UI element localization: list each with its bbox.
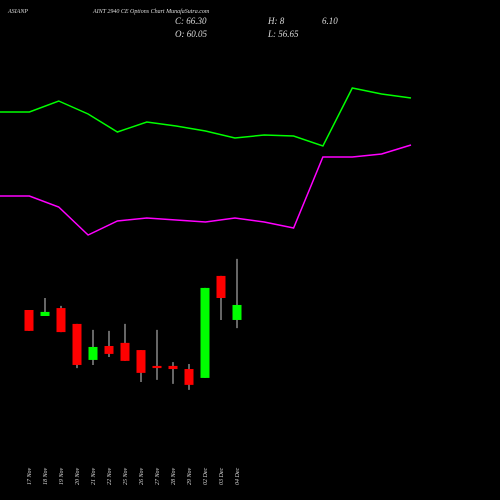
candle-body	[56, 308, 66, 333]
close-label: C: 66.30	[175, 16, 207, 26]
candle-body	[120, 342, 130, 361]
x-tick-label: 02 Dec	[203, 468, 209, 485]
open-label: O: 60.05	[175, 29, 207, 39]
candle-body	[168, 365, 178, 370]
line-series	[0, 87, 412, 147]
x-tick-label: 28 Nov	[171, 467, 177, 485]
symbol: ASIANP	[7, 9, 28, 15]
candle-body	[24, 310, 34, 331]
candle-body	[232, 304, 242, 320]
x-tick-label: 27 Nov	[155, 467, 161, 485]
x-tick-label: 26 Nov	[139, 467, 145, 485]
candle-body	[200, 287, 210, 378]
low-label: L: 56.65	[267, 29, 299, 39]
candle-body	[216, 275, 226, 298]
candle-body	[88, 346, 98, 360]
high-label: H: 8	[267, 16, 285, 26]
x-tick-label: 03 Dec	[219, 468, 225, 485]
x-tick-label: 25 Nov	[123, 467, 129, 485]
x-tick-label: 17 Nov	[27, 467, 33, 485]
chart-title: AINT 2940 CE Options Chart MunafaSutra.c…	[92, 8, 210, 15]
line-series	[0, 144, 412, 236]
candle-body	[136, 350, 146, 373]
x-tick-label: 20 Nov	[75, 467, 81, 485]
candle-body	[104, 346, 114, 354]
x-tick-label: 22 Nov	[107, 467, 113, 485]
candle-body	[152, 365, 162, 369]
change-label: 6.10	[322, 16, 338, 26]
x-tick-label: 04 Dec	[234, 468, 241, 485]
candle-body	[72, 323, 82, 365]
x-tick-label: 19 Nov	[59, 467, 65, 485]
candle-body	[184, 369, 194, 385]
candle-body	[40, 311, 50, 316]
x-tick-label: 29 Nov	[187, 467, 193, 485]
x-tick-label: 18 Nov	[43, 467, 49, 485]
x-tick-label: 21 Nov	[91, 467, 97, 485]
